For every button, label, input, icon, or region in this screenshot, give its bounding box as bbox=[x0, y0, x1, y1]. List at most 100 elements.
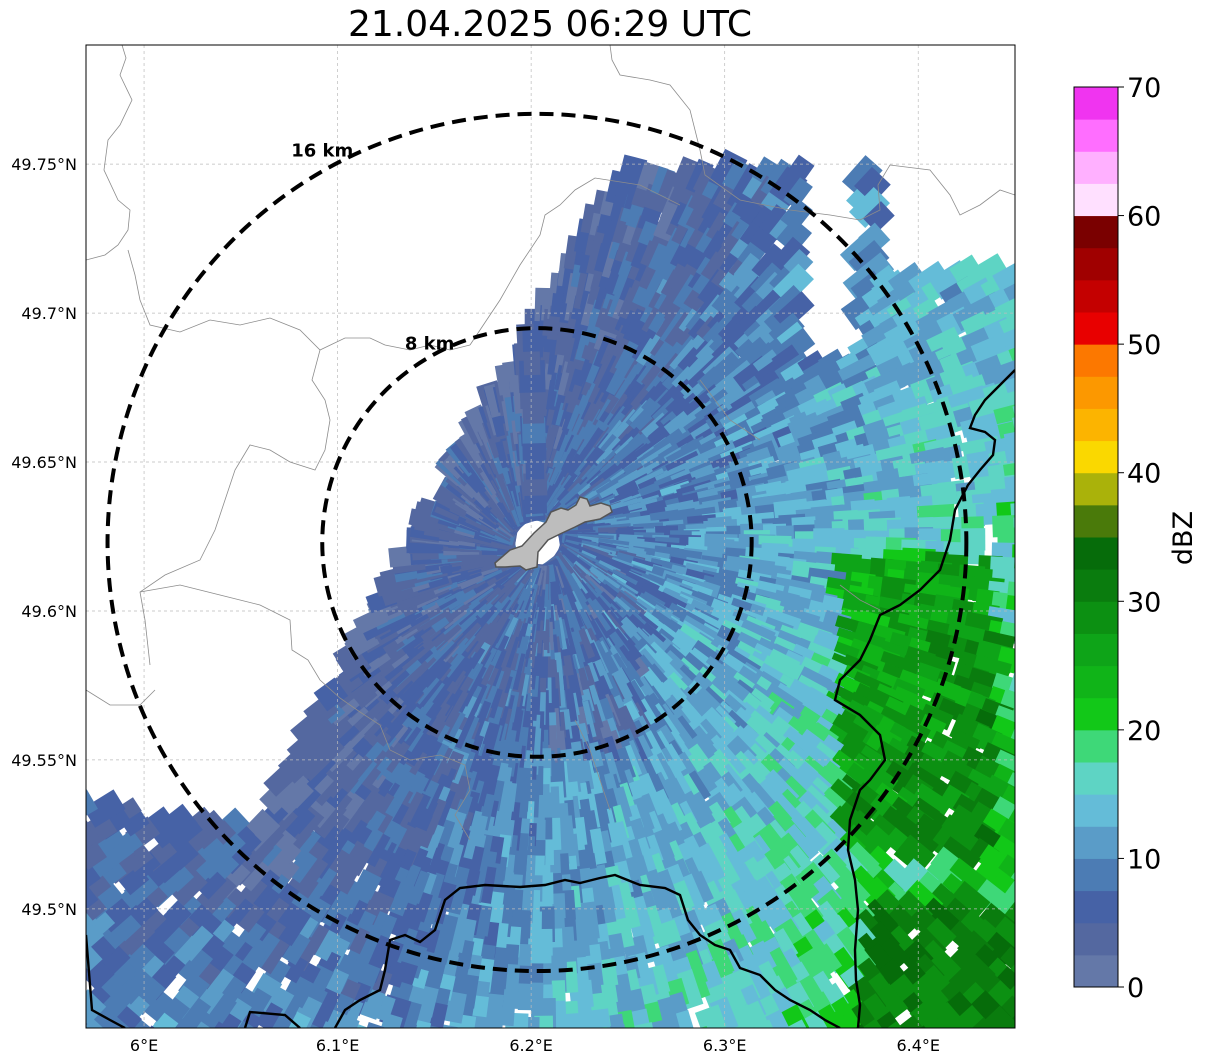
commune-border bbox=[86, 689, 156, 706]
echo-gate bbox=[1014, 831, 1015, 862]
lat-tick-label: 49.6°N bbox=[21, 602, 77, 621]
echo-gate bbox=[677, 1030, 701, 1063]
colorbar-segment bbox=[1074, 87, 1118, 120]
colorbar-segment bbox=[1074, 601, 1118, 634]
echo-gate bbox=[432, 1023, 458, 1028]
echo-gate bbox=[862, 201, 895, 233]
echo-gate bbox=[722, 158, 755, 194]
colorbar-segment bbox=[1074, 119, 1118, 152]
echo-gate bbox=[194, 1025, 232, 1028]
colorbar-tick-label: 60 bbox=[1127, 202, 1161, 233]
colorbar: 0 10 20 30 40 50 60 70 bbox=[1073, 73, 1161, 1004]
lat-tick-label: 49.55°N bbox=[11, 751, 77, 770]
echo-gate bbox=[1011, 1006, 1015, 1028]
echo-gate bbox=[992, 259, 1015, 295]
colorbar-tick-label: 20 bbox=[1127, 716, 1161, 747]
colorbar-segment bbox=[1074, 826, 1118, 859]
echo-gate bbox=[1012, 410, 1015, 443]
echo-gate bbox=[782, 154, 815, 189]
echo-gate bbox=[159, 1024, 191, 1028]
echo-gate bbox=[1011, 709, 1015, 743]
echo-gate bbox=[1018, 353, 1047, 379]
echo-gate bbox=[448, 1030, 470, 1058]
echo-gate bbox=[783, 177, 813, 210]
echo-gate bbox=[1012, 399, 1015, 426]
echo-gate bbox=[770, 236, 811, 277]
colorbar-segment bbox=[1074, 376, 1118, 409]
colorbar-segment bbox=[1074, 762, 1118, 795]
lat-tick-label: 49.75°N bbox=[11, 155, 77, 174]
lat-tick-label: 49.5°N bbox=[21, 900, 77, 919]
echo-gate bbox=[86, 870, 88, 903]
echo-gate bbox=[1014, 528, 1015, 550]
echo-gate bbox=[86, 955, 90, 991]
echo-gate bbox=[1013, 637, 1015, 666]
echo-gate bbox=[86, 1008, 88, 1028]
lon-tick-label: 6°E bbox=[130, 1036, 158, 1055]
echo-gate bbox=[273, 1031, 302, 1061]
echo-gate bbox=[57, 984, 86, 1013]
echo-gate bbox=[1017, 301, 1048, 333]
colorbar-segment bbox=[1074, 183, 1118, 217]
lon-tick-label: 6.3°E bbox=[703, 1036, 747, 1055]
echo-gate bbox=[371, 1031, 398, 1062]
echo-gate bbox=[841, 155, 883, 197]
echo-gate bbox=[993, 705, 1015, 734]
echo-gate bbox=[1014, 890, 1015, 926]
colorbar-segment bbox=[1074, 312, 1118, 345]
colorbar-segment bbox=[1074, 151, 1118, 184]
colorbar-segment bbox=[1074, 247, 1118, 281]
colorbar-segment bbox=[1074, 954, 1118, 988]
echo-gate bbox=[841, 1023, 881, 1028]
colorbar-segment bbox=[1074, 569, 1118, 602]
colorbar-segment bbox=[1074, 633, 1118, 667]
colorbar-segment bbox=[1074, 665, 1118, 699]
range-ring-label: 16 km bbox=[291, 141, 353, 162]
echo-gate bbox=[1013, 516, 1015, 535]
echo-gate bbox=[1001, 321, 1015, 356]
colorbar-tick-label: 10 bbox=[1127, 844, 1161, 875]
echo-gate bbox=[772, 263, 814, 305]
echo-gate bbox=[780, 198, 813, 232]
lat-tick-label: 49.7°N bbox=[21, 304, 77, 323]
echo-gate bbox=[1018, 266, 1052, 299]
echo-gate bbox=[417, 1024, 445, 1028]
echo-gate bbox=[776, 217, 813, 255]
colorbar-segment bbox=[1074, 729, 1118, 763]
echo-gate bbox=[848, 186, 891, 229]
lat-tick-label: 49.65°N bbox=[11, 453, 77, 472]
commune-border bbox=[86, 45, 133, 261]
echo-gate bbox=[807, 1028, 839, 1064]
colorbar-segment bbox=[1074, 504, 1118, 538]
echo-gate bbox=[599, 1023, 631, 1028]
colorbar-segment bbox=[1074, 794, 1118, 827]
colorbar-segment bbox=[1074, 922, 1118, 956]
plot-title: 21.04.2025 06:29 UTC bbox=[347, 4, 753, 45]
colorbar-segment bbox=[1074, 215, 1118, 249]
colorbar-segment bbox=[1074, 858, 1118, 892]
echo-gate bbox=[1013, 552, 1015, 580]
colorbar-segment bbox=[1074, 279, 1118, 313]
colorbar-tick-label: 40 bbox=[1127, 459, 1161, 490]
echo-gate bbox=[949, 254, 983, 287]
colorbar-tick-label: 30 bbox=[1127, 587, 1161, 618]
colorbar-segment bbox=[1074, 472, 1118, 506]
colorbar-segment bbox=[1074, 537, 1118, 570]
range-ring-label: 8 km bbox=[405, 334, 455, 355]
echo-gate bbox=[615, 1027, 643, 1028]
lon-tick-label: 6.1°E bbox=[316, 1036, 360, 1055]
echo-gate bbox=[589, 1026, 612, 1028]
echo-gate bbox=[1009, 791, 1015, 828]
lon-tick-label: 6.2°E bbox=[509, 1036, 553, 1055]
echo-gate bbox=[912, 296, 941, 324]
echo-gate bbox=[858, 222, 891, 255]
echo-gate bbox=[1014, 652, 1015, 679]
colorbar-tick-label: 70 bbox=[1127, 73, 1161, 104]
echo-gate bbox=[1020, 699, 1050, 725]
lon-tick-label: 6.4°E bbox=[896, 1036, 940, 1055]
echo-gate bbox=[1012, 544, 1015, 562]
colorbar-segment bbox=[1074, 890, 1118, 924]
colorbar-segment bbox=[1074, 408, 1118, 442]
echo-gate bbox=[773, 1028, 801, 1063]
